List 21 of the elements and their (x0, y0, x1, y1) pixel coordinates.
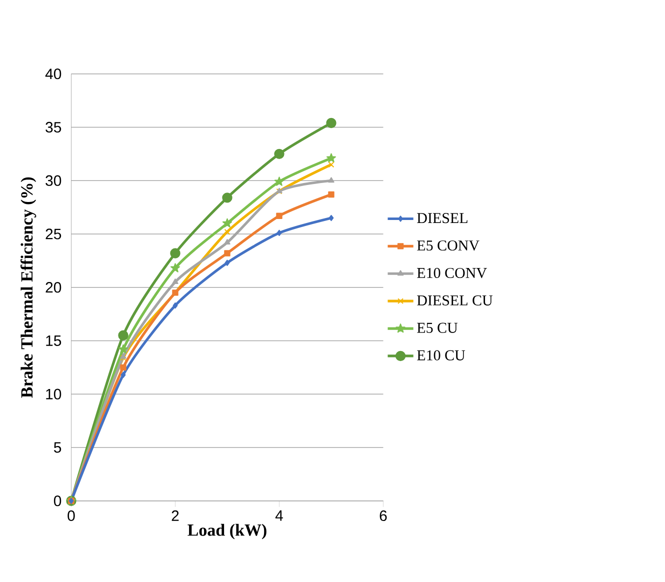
y-tick-label: 35 (46, 122, 62, 133)
y-tick-label: 25 (46, 228, 62, 240)
y-axis-title: Brake Thermal Efficiency (%) (20, 177, 36, 398)
y-tick-label: 0 (54, 496, 62, 506)
x-tick-label: 4 (275, 510, 283, 521)
y-tick-label: 5 (54, 442, 62, 453)
legend-label: E10 CU (417, 350, 466, 360)
legend-label: E5 CONV (417, 240, 480, 251)
legend-label: E10 CONV (417, 268, 487, 278)
y-tick-label: 15 (46, 336, 62, 346)
x-tick-label: 0 (68, 510, 75, 522)
x-tick-label: 2 (172, 510, 179, 521)
legend-label: DIESEL (417, 213, 468, 224)
y-tick-label: 30 (46, 175, 62, 186)
y-tick-label: 20 (46, 282, 62, 293)
legend-label: E5 CU (417, 322, 458, 333)
x-tick-label: 6 (380, 510, 387, 522)
y-tick-label: 10 (46, 388, 62, 400)
x-axis-title: Load (kW) (188, 524, 266, 540)
y-tick-label: 40 (45, 68, 62, 80)
legend-label: DIESEL CU (417, 295, 493, 306)
